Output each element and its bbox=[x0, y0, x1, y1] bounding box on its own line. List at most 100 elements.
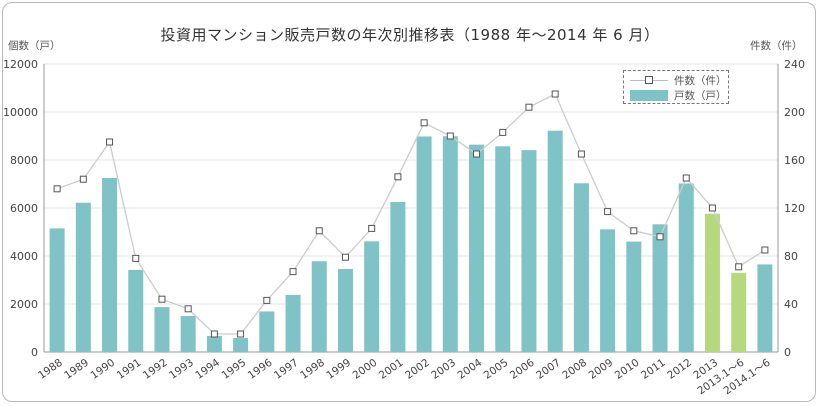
bar bbox=[285, 294, 301, 352]
count-marker bbox=[682, 174, 690, 182]
legend-label-units: 戸数（戸） bbox=[674, 89, 727, 102]
bar bbox=[180, 316, 196, 352]
legend: 件数（件） 戸数（戸） bbox=[623, 70, 729, 104]
count-marker bbox=[708, 204, 716, 212]
x-tick-label: 1991 bbox=[115, 357, 144, 382]
x-tick-label: 2008 bbox=[560, 357, 589, 382]
bar bbox=[600, 229, 616, 352]
bar bbox=[626, 241, 642, 352]
count-marker bbox=[525, 103, 533, 111]
bar bbox=[75, 202, 91, 352]
x-tick-label: 1989 bbox=[62, 357, 91, 382]
x-tick-label: 2001 bbox=[377, 357, 406, 382]
left-tick-label: 8000 bbox=[10, 154, 38, 167]
left-axis-unit: 個数（戸） bbox=[8, 40, 61, 52]
count-marker bbox=[735, 263, 743, 271]
count-marker bbox=[237, 330, 245, 338]
count-marker bbox=[420, 119, 428, 127]
count-marker bbox=[577, 150, 585, 158]
bar bbox=[259, 311, 275, 352]
right-tick-label: 80 bbox=[784, 250, 798, 263]
bar bbox=[442, 136, 458, 352]
count-marker bbox=[158, 295, 166, 303]
bar bbox=[469, 144, 485, 352]
legend-label-count: 件数（件） bbox=[674, 74, 727, 87]
bar bbox=[390, 202, 406, 352]
right-tick-label: 240 bbox=[784, 58, 805, 71]
count-marker bbox=[630, 227, 638, 235]
count-marker bbox=[604, 208, 612, 216]
x-tick-label: 2012 bbox=[665, 357, 694, 382]
bar bbox=[547, 130, 563, 352]
chart-title: 投資用マンション販売戸数の年次別推移表（1988 年〜2014 年 6 月） bbox=[160, 26, 660, 44]
count-marker bbox=[368, 224, 376, 232]
count-marker bbox=[79, 175, 87, 183]
count-marker bbox=[473, 150, 481, 158]
x-tick-label: 1993 bbox=[167, 357, 196, 382]
count-marker bbox=[394, 173, 402, 181]
x-tick-label: 1994 bbox=[193, 356, 222, 381]
bar bbox=[311, 261, 327, 352]
bar bbox=[206, 335, 222, 352]
count-marker bbox=[289, 268, 297, 276]
count-marker bbox=[656, 233, 664, 241]
left-tick-label: 4000 bbox=[10, 250, 38, 263]
bar bbox=[652, 224, 668, 352]
bar bbox=[731, 272, 747, 352]
right-tick-label: 160 bbox=[784, 154, 805, 167]
bar bbox=[337, 268, 353, 352]
count-marker bbox=[499, 128, 507, 136]
x-tick-label: 2007 bbox=[534, 357, 563, 382]
count-marker bbox=[551, 90, 559, 98]
right-tick-label: 200 bbox=[784, 106, 805, 119]
count-marker bbox=[341, 253, 349, 261]
left-tick-label: 10000 bbox=[3, 106, 38, 119]
bar bbox=[128, 269, 144, 352]
count-marker bbox=[761, 246, 769, 254]
x-tick-label: 2010 bbox=[613, 357, 642, 382]
x-tick-label: 2004 bbox=[455, 356, 484, 381]
left-tick-label: 6000 bbox=[10, 202, 38, 215]
bar bbox=[233, 338, 249, 352]
right-tick-label: 0 bbox=[784, 346, 791, 359]
x-tick-label: 1992 bbox=[141, 357, 170, 382]
bar bbox=[495, 146, 511, 352]
bar bbox=[102, 178, 118, 352]
bar bbox=[573, 183, 589, 352]
count-marker bbox=[446, 132, 454, 140]
bar bbox=[49, 228, 65, 352]
right-axis-unit: 件数（件） bbox=[750, 40, 803, 52]
right-tick-label: 40 bbox=[784, 298, 798, 311]
x-tick-label: 1988 bbox=[36, 357, 65, 382]
x-tick-label: 2005 bbox=[482, 357, 511, 382]
right-tick-label: 120 bbox=[784, 202, 805, 215]
legend-line-marker-icon bbox=[630, 73, 668, 87]
x-tick-label: 1998 bbox=[298, 357, 327, 382]
left-tick-label: 2000 bbox=[10, 298, 38, 311]
bar bbox=[704, 213, 720, 352]
legend-item-units: 戸数（戸） bbox=[630, 88, 727, 102]
bar bbox=[364, 241, 380, 352]
x-tick-label: 2009 bbox=[587, 357, 616, 382]
x-tick-label: 2006 bbox=[508, 356, 537, 381]
x-tick-label: 2011 bbox=[639, 357, 668, 382]
bar bbox=[678, 183, 694, 352]
count-marker bbox=[210, 330, 218, 338]
left-tick-label: 12000 bbox=[3, 58, 38, 71]
x-tick-label: 1990 bbox=[88, 357, 117, 382]
x-tick-label: 1996 bbox=[246, 356, 275, 381]
count-marker bbox=[184, 305, 192, 313]
legend-item-count: 件数（件） bbox=[630, 73, 727, 87]
count-marker bbox=[263, 296, 271, 304]
bar bbox=[757, 264, 773, 352]
x-tick-label: 2002 bbox=[403, 357, 432, 382]
bar bbox=[416, 136, 432, 352]
count-marker bbox=[106, 138, 114, 146]
x-tick-label: 1995 bbox=[220, 357, 249, 382]
bar bbox=[154, 307, 170, 352]
left-tick-label: 0 bbox=[31, 346, 38, 359]
count-marker bbox=[53, 185, 61, 193]
count-line bbox=[56, 93, 766, 335]
count-marker bbox=[315, 227, 323, 235]
